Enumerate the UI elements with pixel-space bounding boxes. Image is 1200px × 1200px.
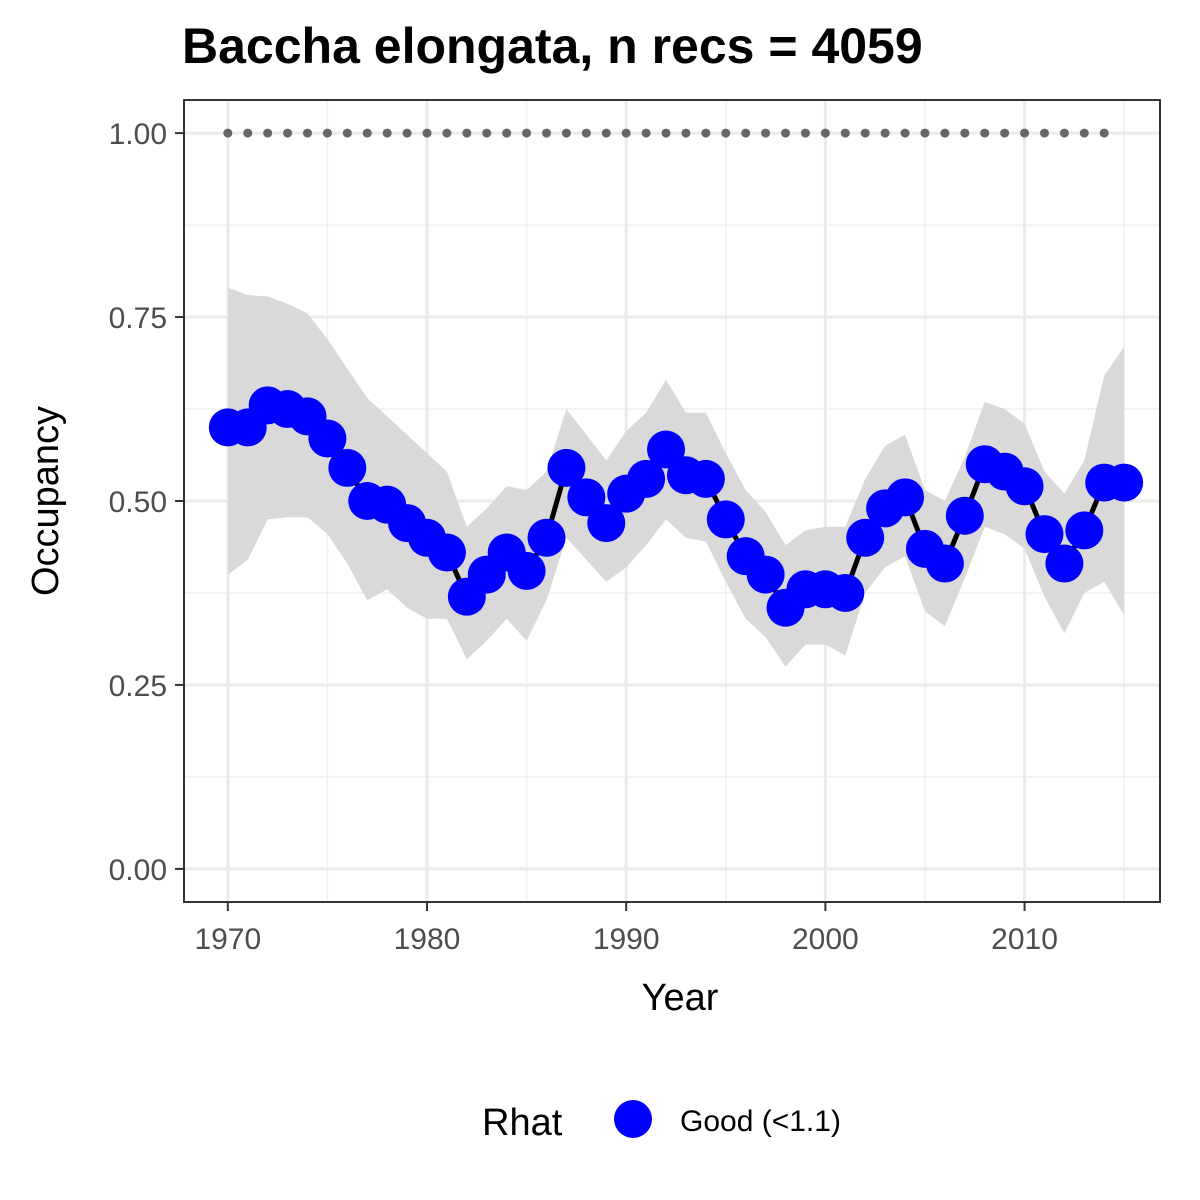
data-point — [1045, 544, 1084, 583]
reference-point — [980, 128, 990, 138]
reference-point — [402, 128, 412, 138]
data-point — [547, 448, 586, 487]
data-point — [846, 518, 885, 557]
reference-point — [900, 128, 910, 138]
x-tick-label: 1970 — [194, 923, 261, 956]
data-point — [627, 459, 666, 498]
reference-point — [322, 128, 332, 138]
reference-point — [522, 128, 532, 138]
legend-title: Rhat — [482, 1102, 563, 1144]
y-tick-label: 0.50 — [109, 486, 167, 519]
data-points — [208, 386, 1144, 627]
reference-point — [860, 128, 870, 138]
x-tick-label: 2000 — [792, 923, 859, 956]
data-point — [1025, 515, 1064, 554]
reference-point — [840, 128, 850, 138]
data-point — [945, 496, 984, 535]
reference-point — [1039, 128, 1049, 138]
y-tick-label: 1.00 — [109, 118, 167, 151]
reference-point — [382, 128, 392, 138]
reference-point — [820, 128, 830, 138]
reference-point — [1059, 128, 1069, 138]
reference-point — [283, 128, 293, 138]
reference-point — [781, 128, 791, 138]
x-tick-label: 2010 — [991, 923, 1058, 956]
y-axis-title: Occupancy — [25, 406, 67, 596]
data-point — [925, 544, 964, 583]
y-tick-label: 0.00 — [109, 854, 167, 887]
data-point — [1005, 467, 1044, 506]
data-point — [746, 555, 785, 594]
reference-point — [422, 128, 432, 138]
data-point — [647, 430, 686, 469]
reference-point — [1000, 128, 1010, 138]
data-point — [567, 478, 606, 517]
data-point — [308, 419, 347, 458]
reference-point — [880, 128, 890, 138]
reference-point — [482, 128, 492, 138]
data-point — [686, 459, 725, 498]
reference-point — [940, 128, 950, 138]
reference-point — [701, 128, 711, 138]
chart-title: Baccha elongata, n recs = 4059 — [182, 18, 923, 74]
reference-point — [1079, 128, 1089, 138]
reference-point — [362, 128, 372, 138]
x-tick-label: 1990 — [593, 923, 660, 956]
reference-point — [601, 128, 611, 138]
reference-point — [263, 128, 273, 138]
data-point — [886, 478, 925, 517]
reference-point — [721, 128, 731, 138]
y-axis: 0.00 0.25 0.50 0.75 1.00 — [109, 118, 184, 887]
reference-point — [1099, 128, 1109, 138]
legend-label-good: Good (<1.1) — [680, 1105, 841, 1138]
y-tick-label: 0.75 — [109, 302, 167, 335]
data-point — [1105, 463, 1144, 502]
reference-point — [502, 128, 512, 138]
reference-point — [581, 128, 591, 138]
reference-point — [223, 128, 233, 138]
reference-point — [920, 128, 930, 138]
x-axis: 1970 1980 1990 2000 2010 — [194, 902, 1058, 956]
data-point — [427, 533, 466, 572]
reference-point — [800, 128, 810, 138]
reference-point — [761, 128, 771, 138]
reference-point — [462, 128, 472, 138]
reference-point — [681, 128, 691, 138]
reference-point — [661, 128, 671, 138]
data-point — [706, 500, 745, 539]
x-axis-title: Year — [642, 977, 719, 1019]
data-point — [1065, 511, 1104, 550]
data-point — [527, 518, 566, 557]
reference-point — [741, 128, 751, 138]
x-tick-label: 1980 — [394, 923, 461, 956]
reference-point — [342, 128, 352, 138]
legend-key-good — [614, 1100, 652, 1138]
reference-point — [1020, 128, 1030, 138]
reference-point — [442, 128, 452, 138]
y-tick-label: 0.25 — [109, 670, 167, 703]
data-point — [826, 573, 865, 612]
reference-point — [243, 128, 253, 138]
reference-point — [960, 128, 970, 138]
reference-point — [621, 128, 631, 138]
data-point — [507, 551, 546, 590]
reference-point — [542, 128, 552, 138]
reference-point — [561, 128, 571, 138]
reference-point — [641, 128, 651, 138]
legend: Rhat Good (<1.1) — [482, 1100, 841, 1144]
data-point — [587, 504, 626, 543]
reference-points — [223, 128, 1109, 138]
reference-point — [302, 128, 312, 138]
data-point — [328, 448, 367, 487]
